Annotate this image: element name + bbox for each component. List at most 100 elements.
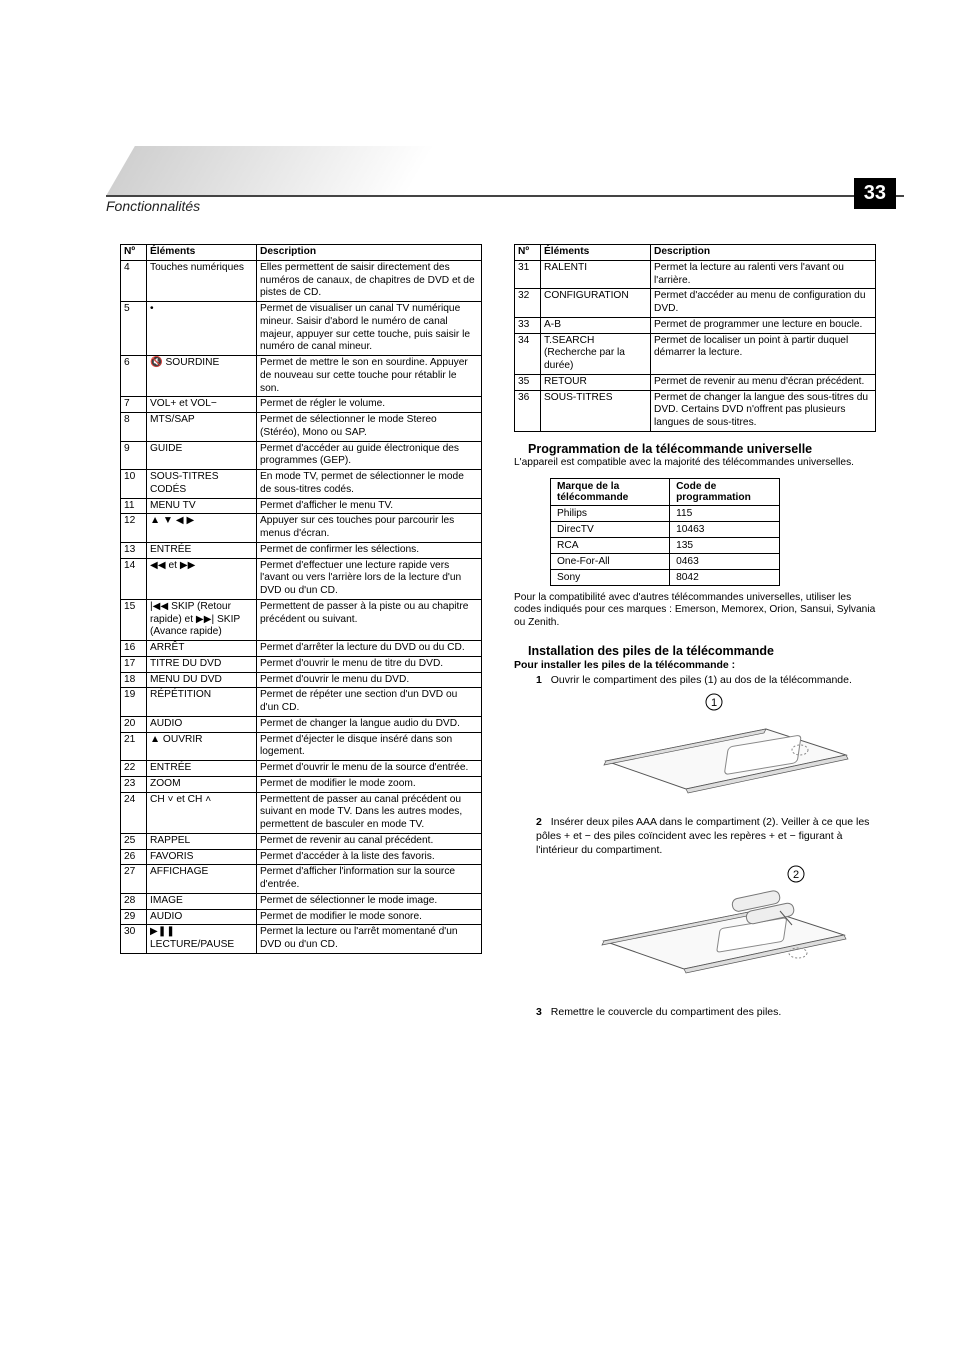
prog-intro: L'appareil est compatible avec la majori… <box>514 457 876 470</box>
col-header-desc: Description <box>257 245 482 261</box>
cell-element: MENU TV <box>147 498 257 514</box>
step-text-1: Ouvrir le compartiment des piles (1) au … <box>551 674 852 686</box>
cell-code: 115 <box>670 505 780 521</box>
cell-brand: Sony <box>551 569 670 585</box>
codes-row: Philips115 <box>551 505 780 521</box>
figure-label-2: 2 <box>793 869 799 881</box>
table-row: 10SOUS-TITRES CODÉSEn mode TV, permet de… <box>121 470 482 499</box>
table-row: 19RÉPÉTITIONPermet de répéter une sectio… <box>121 688 482 717</box>
prog-heading: Programmation de la télécommande univers… <box>528 442 876 456</box>
cell-desc: Permet d'accéder à la liste des favoris. <box>257 849 482 865</box>
table-row: 6🔇 SOURDINEPermet de mettre le son en so… <box>121 356 482 397</box>
codes-row: One-For-All0463 <box>551 553 780 569</box>
cell-num: 24 <box>121 792 147 833</box>
cell-desc: Permet de revenir au menu d'écran précéd… <box>651 374 876 390</box>
figure-2: 2 <box>576 863 856 993</box>
cell-num: 17 <box>121 656 147 672</box>
table-row: 24CH ˅ et CH ˄Permettent de passer au ca… <box>121 792 482 833</box>
section-title: Fonctionnalités <box>106 198 200 214</box>
table-row: 20AUDIOPermet de changer la langue audio… <box>121 716 482 732</box>
cell-desc: Permet d'éjecter le disque inséré dans s… <box>257 732 482 761</box>
cell-num: 18 <box>121 672 147 688</box>
right-column: Nº Éléments Description 31RALENTIPermet … <box>514 244 876 1024</box>
cell-desc: Permet de changer la langue des sous-tit… <box>651 390 876 431</box>
table-row: 29AUDIOPermet de modifier le mode sonore… <box>121 909 482 925</box>
cell-element: RAPPEL <box>147 833 257 849</box>
figure-1: 1 <box>576 693 856 803</box>
cell-num: 21 <box>121 732 147 761</box>
cell-desc: Permet d'afficher l'information sur la s… <box>257 865 482 894</box>
table-row: 7VOL+ et VOL−Permet de régler le volume. <box>121 397 482 413</box>
cell-element: Touches numériques <box>147 260 257 301</box>
cell-brand: RCA <box>551 537 670 553</box>
cell-desc: Permet de programmer une lecture en bouc… <box>651 317 876 333</box>
cell-element: CONFIGURATION <box>541 289 651 318</box>
cell-desc: Permet de sélectionner le mode image. <box>257 893 482 909</box>
cell-desc: Permet de modifier le mode zoom. <box>257 776 482 792</box>
step-text-3: Remettre le couvercle du compartiment de… <box>551 1006 782 1018</box>
codes-row: DirecTV10463 <box>551 521 780 537</box>
cell-num: 25 <box>121 833 147 849</box>
cell-desc: Permet la lecture au ralenti vers l'avan… <box>651 260 876 289</box>
cell-element: ▶❚❚ LECTURE/PAUSE <box>147 925 257 954</box>
cell-element: |◀◀ SKIP (Retour rapide) et ▶▶| SKIP (Av… <box>147 599 257 640</box>
step-num-2: 2 <box>536 816 542 828</box>
cell-element: 🔇 SOURDINE <box>147 356 257 397</box>
step-num-3: 3 <box>536 1006 542 1018</box>
cell-num: 15 <box>121 599 147 640</box>
cell-desc: En mode TV, permet de sélectionner le mo… <box>257 470 482 499</box>
codes-th-code: Code de programmation <box>670 478 780 505</box>
cell-num: 12 <box>121 514 147 543</box>
cell-desc: Permet d'ouvrir le menu de la source d'e… <box>257 761 482 777</box>
cell-num: 32 <box>515 289 541 318</box>
col-header-num: Nº <box>121 245 147 261</box>
cell-desc: Permettent de passer à la piste ou au ch… <box>257 599 482 640</box>
cell-code: 135 <box>670 537 780 553</box>
table-row: 13ENTRÉEPermet de confirmer les sélectio… <box>121 542 482 558</box>
col-header-num: Nº <box>515 245 541 261</box>
cell-element: RETOUR <box>541 374 651 390</box>
table-row: 21▲ OUVRIRPermet d'éjecter le disque ins… <box>121 732 482 761</box>
table-row: 33A-BPermet de programmer une lecture en… <box>515 317 876 333</box>
table-row: 16ARRÊTPermet d'arrêter la lecture du DV… <box>121 641 482 657</box>
left-column: Nº Éléments Description 4Touches numériq… <box>120 244 482 1024</box>
install-subheading: Pour installer les piles de la télécomma… <box>514 659 876 671</box>
cell-num: 9 <box>121 441 147 470</box>
cell-desc: Permet la lecture ou l'arrêt momentané d… <box>257 925 482 954</box>
cell-brand: Philips <box>551 505 670 521</box>
cell-num: 28 <box>121 893 147 909</box>
programming-codes-table: Marque de la télécommande Code de progra… <box>550 478 780 586</box>
table-row: 25RAPPELPermet de revenir au canal précé… <box>121 833 482 849</box>
table-row: 11MENU TVPermet d'afficher le menu TV. <box>121 498 482 514</box>
cell-num: 8 <box>121 413 147 442</box>
page-number-badge: 33 <box>854 178 896 209</box>
header-rule <box>106 195 904 197</box>
cell-desc: Permet d'afficher le menu TV. <box>257 498 482 514</box>
features-table-2: Nº Éléments Description 31RALENTIPermet … <box>514 244 876 432</box>
cell-num: 22 <box>121 761 147 777</box>
cell-element: ▲ OUVRIR <box>147 732 257 761</box>
table-row: 8MTS/SAPPermet de sélectionner le mode S… <box>121 413 482 442</box>
table-row: 26FAVORISPermet d'accéder à la liste des… <box>121 849 482 865</box>
cell-element: SOUS-TITRES CODÉS <box>147 470 257 499</box>
cell-element: MENU DU DVD <box>147 672 257 688</box>
codes-th-brand: Marque de la télécommande <box>551 478 670 505</box>
table-row: 12▲ ▼ ◀ ▶Appuyer sur ces touches pour pa… <box>121 514 482 543</box>
cell-element: ▲ ▼ ◀ ▶ <box>147 514 257 543</box>
cell-desc: Permet d'ouvrir le menu du DVD. <box>257 672 482 688</box>
cell-desc: Permet de sélectionner le mode Stereo (S… <box>257 413 482 442</box>
cell-desc: Permet de mettre le son en sourdine. App… <box>257 356 482 397</box>
cell-num: 36 <box>515 390 541 431</box>
table-row: 28IMAGEPermet de sélectionner le mode im… <box>121 893 482 909</box>
cell-num: 16 <box>121 641 147 657</box>
cell-desc: Permet d'ouvrir le menu de titre du DVD. <box>257 656 482 672</box>
step-text-2: Insérer deux piles AAA dans le compartim… <box>536 816 869 856</box>
cell-desc: Permet d'arrêter la lecture du DVD ou du… <box>257 641 482 657</box>
figure-label-1: 1 <box>711 697 717 709</box>
cell-element: VOL+ et VOL− <box>147 397 257 413</box>
cell-element: A-B <box>541 317 651 333</box>
cell-desc: Permet de localiser un point à partir du… <box>651 333 876 374</box>
cell-element: AUDIO <box>147 716 257 732</box>
cell-desc: Permet de changer la langue audio du DVD… <box>257 716 482 732</box>
table-row: 17TITRE DU DVDPermet d'ouvrir le menu de… <box>121 656 482 672</box>
